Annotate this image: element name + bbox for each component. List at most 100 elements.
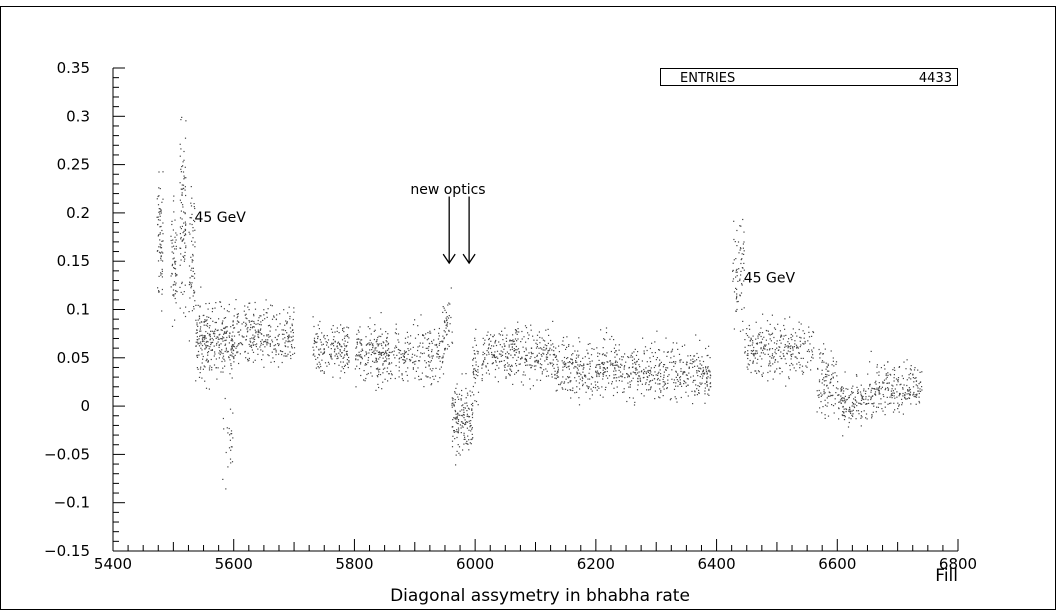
x-tick-label: 5400 (94, 555, 132, 573)
data-point (747, 368, 749, 370)
data-point (788, 378, 790, 380)
data-point (161, 310, 163, 312)
data-point (313, 325, 315, 328)
data-point (746, 334, 749, 337)
y-tick-label: 0 (80, 397, 90, 415)
data-point (746, 328, 748, 330)
data-point (665, 369, 667, 371)
data-point (418, 379, 420, 381)
data-point (260, 328, 262, 330)
y-tick-label: 0.15 (57, 252, 90, 270)
data-point (527, 338, 529, 340)
data-point (183, 230, 185, 232)
data-point (908, 377, 910, 379)
data-point (693, 379, 695, 382)
data-point (346, 362, 348, 364)
data-point (425, 375, 427, 377)
data-point (908, 390, 910, 392)
data-point (567, 361, 569, 364)
data-point (861, 397, 863, 400)
data-point (867, 399, 869, 401)
data-point (273, 361, 275, 363)
data-point (249, 302, 251, 304)
data-point (380, 328, 382, 330)
data-point (243, 310, 245, 312)
data-point (801, 370, 803, 372)
data-point (643, 370, 646, 372)
data-point (486, 350, 488, 352)
data-point (772, 378, 774, 380)
data-point (627, 374, 629, 376)
data-point (201, 321, 203, 323)
data-point (281, 333, 284, 335)
data-point (654, 352, 656, 354)
data-point (541, 337, 543, 339)
data-point (172, 284, 174, 286)
data-point (378, 343, 380, 345)
data-point (266, 344, 268, 346)
data-point (859, 402, 861, 404)
data-point (158, 234, 160, 236)
data-point (906, 379, 908, 381)
data-point (741, 283, 743, 285)
data-point (226, 310, 228, 312)
data-point (762, 313, 764, 315)
data-point (382, 364, 384, 366)
data-point (686, 364, 688, 366)
data-point (641, 370, 643, 372)
data-point (547, 375, 550, 377)
data-point (160, 210, 162, 212)
data-point (896, 384, 898, 386)
data-point (339, 354, 341, 356)
data-point (195, 380, 197, 382)
data-point (602, 363, 604, 365)
data-point (225, 488, 227, 490)
data-point (220, 329, 222, 331)
data-point (347, 366, 349, 369)
data-point (737, 280, 739, 282)
data-point (885, 378, 887, 380)
data-point (584, 375, 586, 377)
data-point (190, 186, 192, 188)
data-point (760, 347, 762, 349)
data-point (331, 342, 333, 344)
data-point (828, 374, 830, 376)
data-point (827, 415, 830, 417)
y-tick-label: 0.3 (66, 107, 90, 125)
data-point (390, 370, 392, 372)
data-point (229, 439, 231, 441)
data-point (613, 377, 615, 379)
data-point (231, 446, 233, 448)
data-point (759, 355, 761, 357)
data-point (805, 365, 807, 367)
data-point (909, 368, 911, 370)
data-point (371, 344, 373, 346)
data-point (602, 367, 604, 369)
data-point (427, 349, 430, 351)
data-point (459, 454, 461, 456)
data-point (579, 388, 581, 390)
data-point (182, 161, 184, 163)
data-point (220, 351, 222, 353)
data-point (457, 396, 459, 398)
data-point (203, 335, 205, 337)
data-point (173, 294, 175, 296)
data-point (644, 346, 647, 348)
data-point (437, 353, 439, 355)
data-point (634, 401, 636, 403)
data-point (506, 369, 508, 371)
data-point (752, 362, 754, 364)
data-point (191, 213, 193, 215)
data-point (828, 370, 830, 372)
data-point (471, 409, 473, 411)
data-point (549, 354, 551, 356)
data-point (291, 340, 293, 342)
data-point (669, 399, 671, 401)
data-point (902, 387, 904, 389)
data-point (381, 351, 383, 354)
data-point (576, 361, 578, 363)
data-point (263, 335, 265, 337)
data-point (398, 352, 400, 354)
data-point (580, 365, 582, 367)
data-point (370, 354, 372, 356)
